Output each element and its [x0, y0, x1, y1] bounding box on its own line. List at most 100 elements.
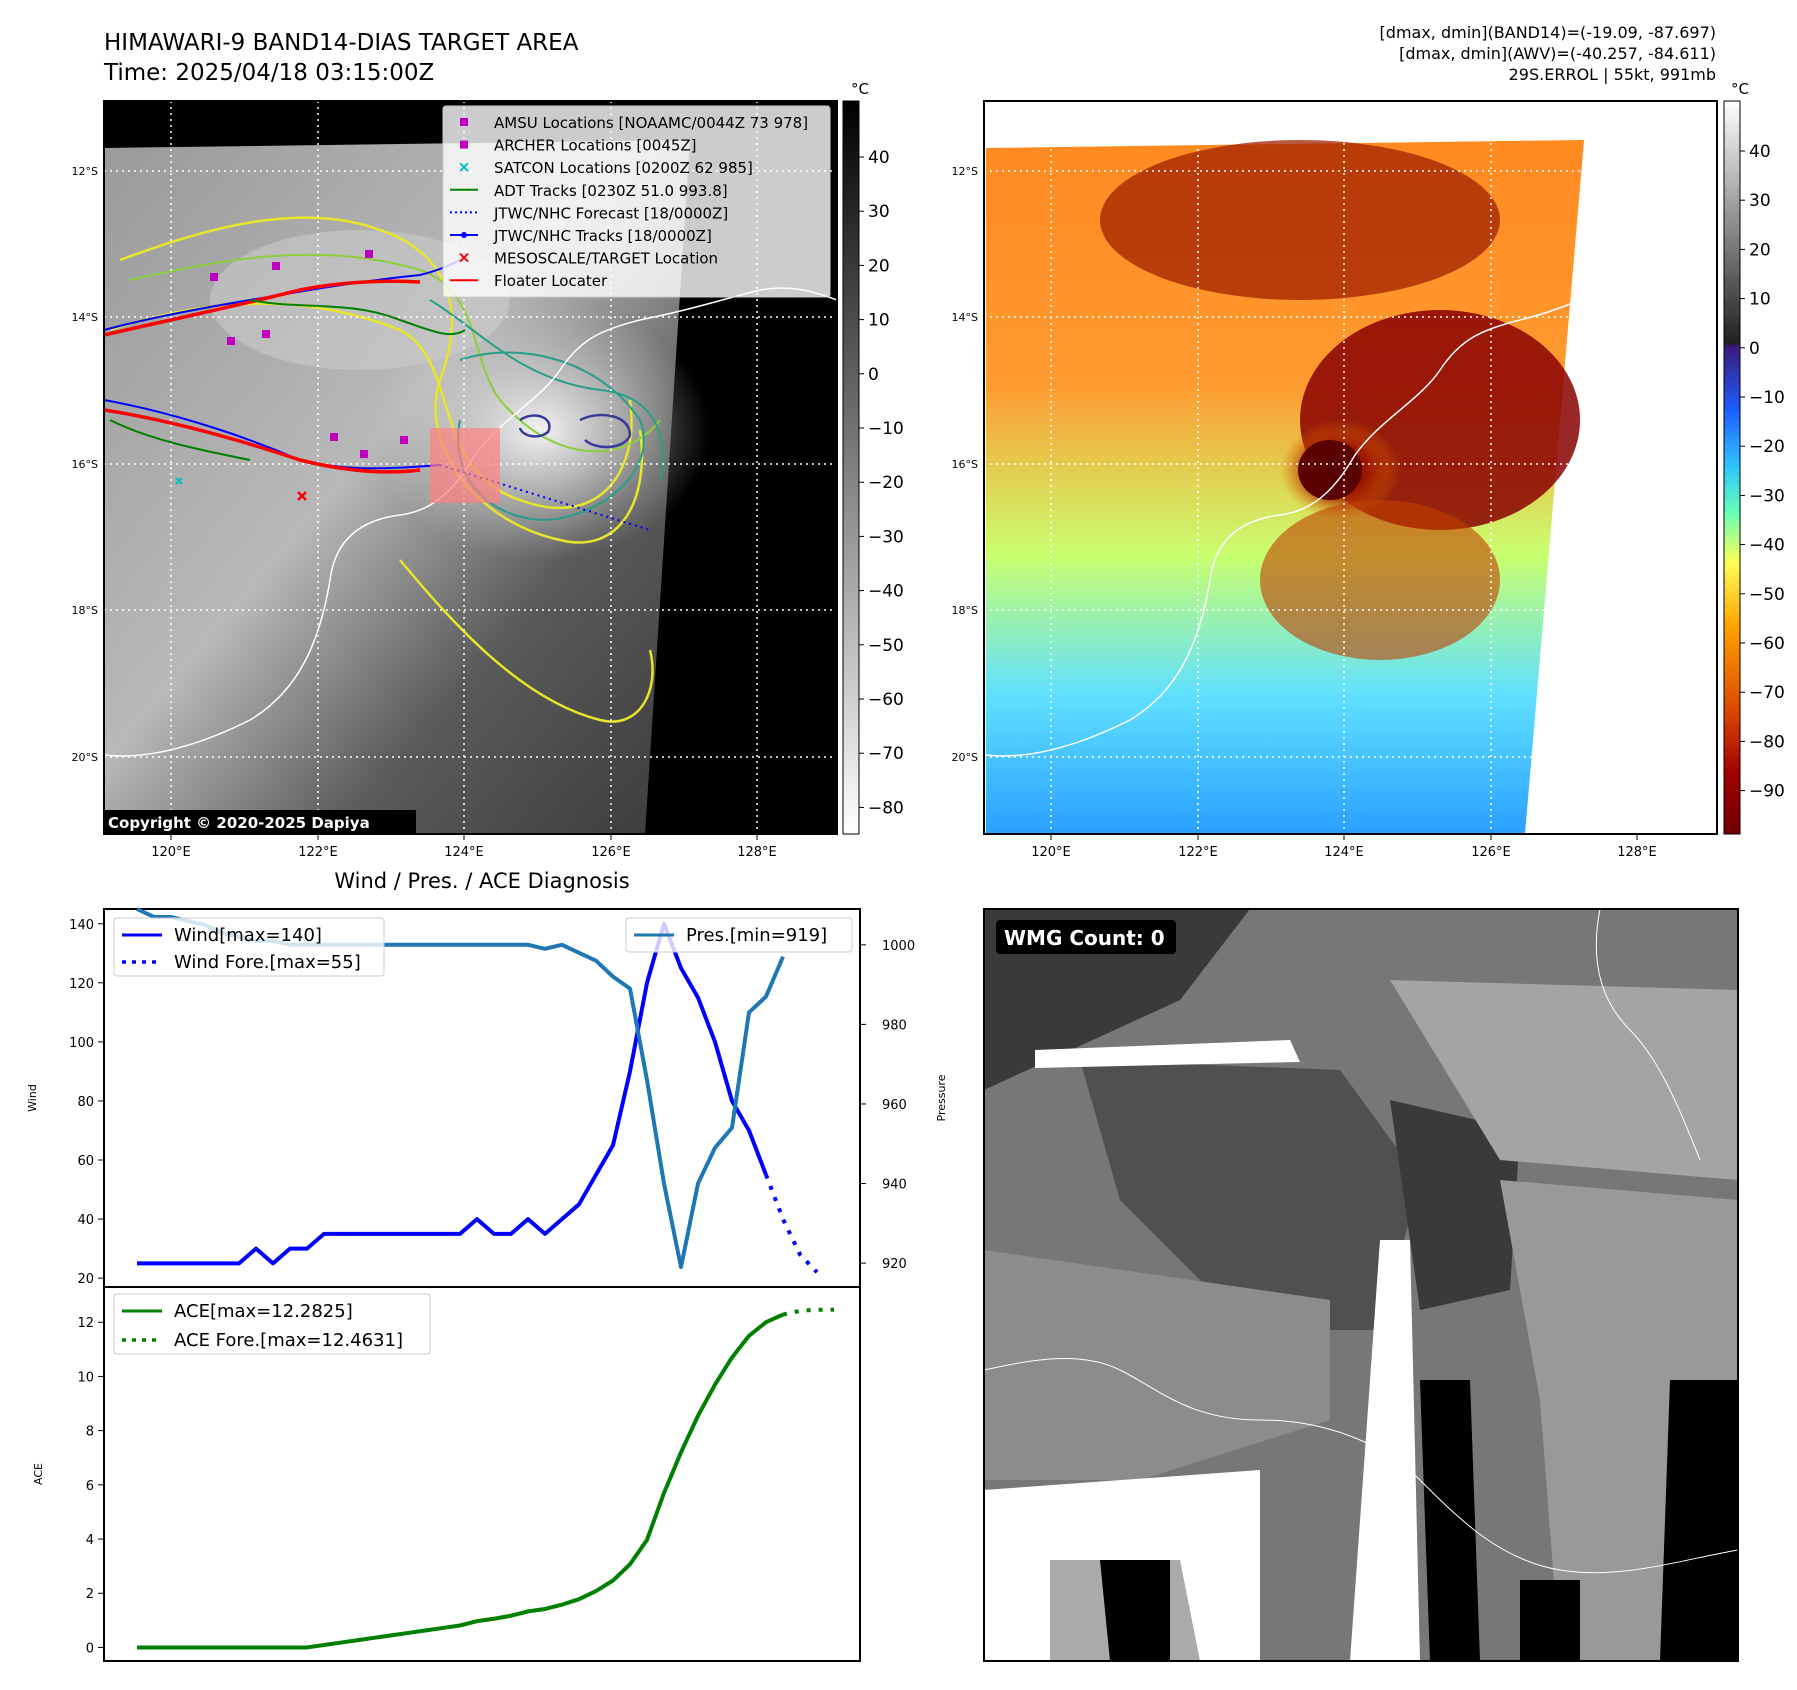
awv-range: [dmax, dmin](AWV)=(-40.257, -84.611) [1399, 44, 1716, 63]
lat-tick-label: 18°S [72, 604, 98, 617]
colorbar-tick-label: −90 [1749, 782, 1785, 802]
legend-item: Floater Locater [450, 272, 608, 290]
lat-tick-label: 12°S [952, 165, 978, 178]
y-tick-label: 8 [86, 1425, 94, 1440]
ace-legend-label: ACE[max=12.2825] [174, 1301, 353, 1322]
colorbar-tick-label: 30 [1749, 191, 1771, 211]
band14-range: [dmax, dmin](BAND14)=(-19.09, -87.697) [1380, 23, 1716, 42]
series-line [137, 1312, 784, 1650]
legend-item: ADT Tracks [0230Z 51.0 993.8] [450, 182, 728, 200]
wmg-count-label: WMG Count: 0 [1004, 926, 1165, 950]
storm-info: 29S.ERROL | 55kt, 991mb [1509, 65, 1716, 84]
left-lon-ticks: 120°E 122°E 124°E 126°E 128°E [151, 834, 777, 860]
colorbar-tick-label: 40 [868, 148, 890, 168]
copyright-label: Copyright © 2020-2025 Dapiya [108, 814, 370, 832]
wmg-panel: WMG Count: 0 [983, 908, 1739, 1662]
colorbar-tick-label: 0 [1749, 339, 1760, 359]
lon-tick-label: 126°E [591, 845, 631, 860]
pressure-axis-label: Pressure [935, 1074, 948, 1121]
lon-tick-label: 120°E [1031, 845, 1071, 860]
colorbar-tick-label: −40 [868, 582, 904, 602]
legend-item: JTWC/NHC Tracks [18/0000Z] [450, 227, 712, 245]
colorbar-tick-label: −20 [1749, 437, 1785, 457]
colorbar-tick-label: 40 [1749, 142, 1771, 162]
colorbar-tick-label: 20 [868, 256, 890, 276]
colorbar-tick-label: 0 [868, 365, 879, 385]
wind-axis-label: Wind [26, 1084, 39, 1112]
y-tick-label: 12 [77, 1316, 94, 1331]
legend-label: AMSU Locations [NOAAMC/0044Z 73 978] [494, 114, 808, 132]
colorbar-tick-label: −40 [1749, 536, 1785, 556]
legend-label: Floater Locater [494, 272, 608, 290]
legend-swatch [459, 162, 469, 172]
y2-tick-label: 1000 [882, 939, 915, 954]
legend-swatch-dot [461, 232, 467, 238]
legend-item: JTWC/NHC Forecast [18/0000Z] [450, 204, 728, 222]
lat-tick-label: 20°S [72, 751, 98, 764]
lat-tick-label: 14°S [952, 311, 978, 324]
ir-colorbar: °C 40 30 20 10 0 −10 −20 −30 −40 −50 −60 −70 −80 [842, 80, 904, 835]
lon-tick-label: 126°E [1471, 845, 1511, 860]
colorbar-tick-label: −80 [868, 798, 904, 818]
colorbar-tick-label: 10 [868, 311, 890, 331]
lon-tick-label: 120°E [151, 845, 191, 860]
lon-tick-label: 122°E [298, 845, 338, 860]
legend-label: ADT Tracks [0230Z 51.0 993.8] [494, 182, 728, 200]
y-tick-label: 80 [77, 1095, 94, 1110]
legend-swatch [460, 118, 468, 126]
y-tick-label: 140 [69, 918, 94, 933]
colorbar-tick-label: −60 [1749, 634, 1785, 654]
lon-tick-label: 124°E [444, 845, 484, 860]
ace-forecast-legend-label: ACE Fore.[max=12.4631] [174, 1330, 403, 1351]
ir-colorbar-unit: °C [851, 80, 869, 98]
legend-label: MESOSCALE/TARGET Location [494, 250, 718, 268]
colorbar-tick-label: 20 [1749, 240, 1771, 260]
colorbar-tick-label: −70 [868, 744, 904, 764]
y2-tick-label: 980 [882, 1018, 907, 1033]
y-tick-label: 100 [69, 1036, 94, 1051]
lon-tick-label: 128°E [737, 845, 777, 860]
ace-axis-label: ACE [32, 1463, 45, 1485]
y-tick-label: 6 [86, 1479, 94, 1494]
colorbar-tick-label: 30 [868, 202, 890, 222]
band14-map-panel [983, 100, 1718, 835]
colorbar-tick-label: −10 [868, 419, 904, 439]
colorbar-tick-label: −10 [1749, 388, 1785, 408]
colorbar-tick-label: −50 [868, 636, 904, 656]
right-lon-ticks: 120°E 122°E 124°E 126°E 128°E [1031, 834, 1657, 860]
series-line [764, 1174, 819, 1274]
lat-tick-label: 12°S [72, 165, 98, 178]
legend-item: ARCHER Locations [0045Z] [460, 137, 697, 155]
figure-title: HIMAWARI-9 BAND14-DIAS TARGET AREA [104, 30, 579, 56]
legend-label: SATCON Locations [0200Z 62 985] [494, 159, 753, 177]
colorbar-tick-label: −70 [1749, 683, 1785, 703]
colorbar-tick-label: 10 [1749, 290, 1771, 310]
figure-time: Time: 2025/04/18 03:15:00Z [103, 60, 434, 86]
lat-tick-label: 16°S [72, 458, 98, 471]
lon-tick-label: 128°E [1617, 845, 1657, 860]
wind-legend-label: Wind[max=140] [174, 925, 322, 946]
legend-item: SATCON Locations [0200Z 62 985] [459, 159, 753, 177]
y-tick-label: 120 [69, 977, 94, 992]
lat-tick-label: 16°S [952, 458, 978, 471]
track-legend: AMSU Locations [NOAAMC/0044Z 73 978] ARCH… [442, 105, 831, 298]
y-tick-label: 4 [86, 1533, 94, 1548]
band14-colorbar: °C 40 30 20 10 0 −10 −20 −30 −40 −50 −60 −70 −80 −90 [1723, 80, 1785, 835]
series-line [782, 1307, 835, 1317]
colorbar-tick-label: −50 [1749, 585, 1785, 605]
ir-map-panel: AMSU Locations [NOAAMC/0044Z 73 978] ARCH… [103, 100, 838, 835]
legend-swatch [460, 140, 468, 149]
right-lat-ticks: 12°S 14°S 16°S 18°S 20°S [952, 165, 978, 764]
colorbar-tick-label: −60 [868, 690, 904, 710]
pressure-legend: Pres.[min=919] [625, 917, 853, 953]
ace-legend: ACE[max=12.2825] ACE Fore.[max=12.4631] [113, 1293, 431, 1355]
y-tick-label: 40 [77, 1213, 94, 1228]
wind-legend: Wind[max=140] Wind Fore.[max=55] [113, 917, 385, 977]
lat-tick-label: 14°S [72, 311, 98, 324]
legend-item: MESOSCALE/TARGET Location [459, 250, 718, 268]
y-tick-label: 2 [86, 1587, 94, 1602]
wind-pressure-chart: Wind Pressure 20 40 60 80 100 120 140 920 940 96… [26, 907, 948, 1288]
lat-tick-label: 18°S [952, 604, 978, 617]
y-tick-label: 0 [86, 1641, 94, 1656]
